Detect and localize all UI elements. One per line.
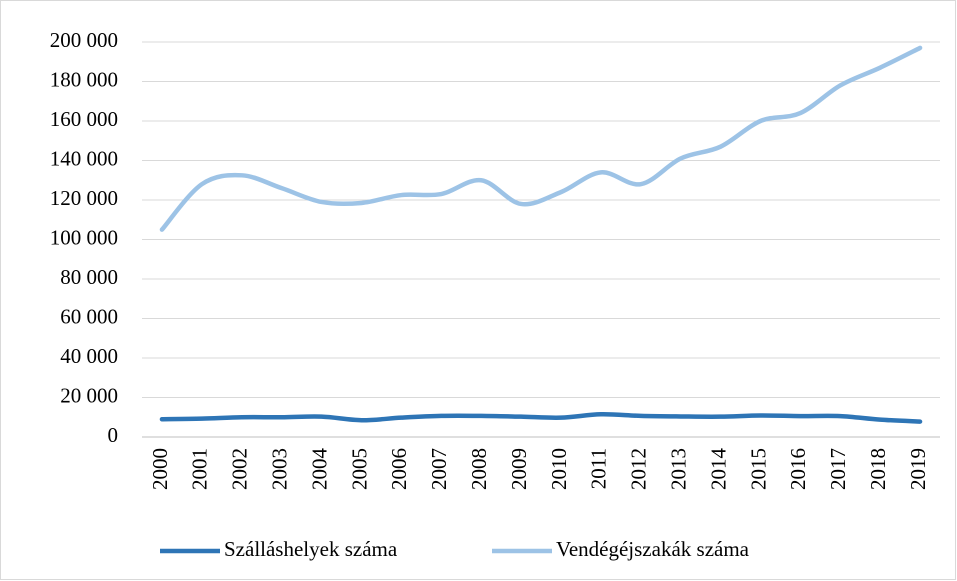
y-tick-label: 80 000 — [60, 265, 118, 289]
x-tick-label: 2009 — [507, 448, 531, 490]
x-tick-label: 2012 — [627, 448, 651, 490]
x-tick-label: 2010 — [547, 448, 571, 490]
x-tick-label: 2019 — [906, 448, 930, 490]
y-tick-label: 200 000 — [50, 28, 118, 52]
y-tick-label: 60 000 — [60, 304, 118, 328]
y-tick-label: 40 000 — [60, 344, 118, 368]
series-line — [159, 45, 923, 232]
y-tick-label: 100 000 — [50, 225, 118, 249]
legend-label: Szálláshelyek száma — [224, 537, 398, 561]
y-tick-label: 140 000 — [50, 146, 118, 170]
x-tick-label: 2003 — [267, 448, 291, 490]
x-tick-label: 2002 — [228, 448, 252, 490]
y-tick-label: 120 000 — [50, 186, 118, 210]
x-tick-label: 2014 — [706, 448, 730, 491]
x-tick-label: 2004 — [307, 448, 331, 491]
x-tick-label: 2018 — [866, 448, 890, 490]
x-tick-label: 2000 — [148, 448, 172, 490]
y-tick-label: 20 000 — [60, 383, 118, 407]
y-tick-label: 0 — [108, 423, 119, 447]
x-tick-label: 2015 — [746, 448, 770, 490]
x-tick-label: 2008 — [467, 448, 491, 490]
x-tick-label: 2013 — [666, 448, 690, 490]
x-tick-label: 2006 — [387, 448, 411, 490]
x-tick-label: 2007 — [427, 448, 451, 490]
y-tick-label: 180 000 — [50, 67, 118, 91]
x-tick-label: 2001 — [188, 448, 212, 490]
x-tick-label: 2005 — [347, 448, 371, 490]
y-tick-label: 160 000 — [50, 107, 118, 131]
x-tick-label: 2017 — [826, 448, 850, 490]
legend-label: Vendégéjszakák száma — [556, 537, 750, 561]
x-tick-label: 2016 — [786, 448, 810, 490]
x-tick-label: 2011 — [587, 448, 611, 489]
series-line — [159, 412, 923, 424]
